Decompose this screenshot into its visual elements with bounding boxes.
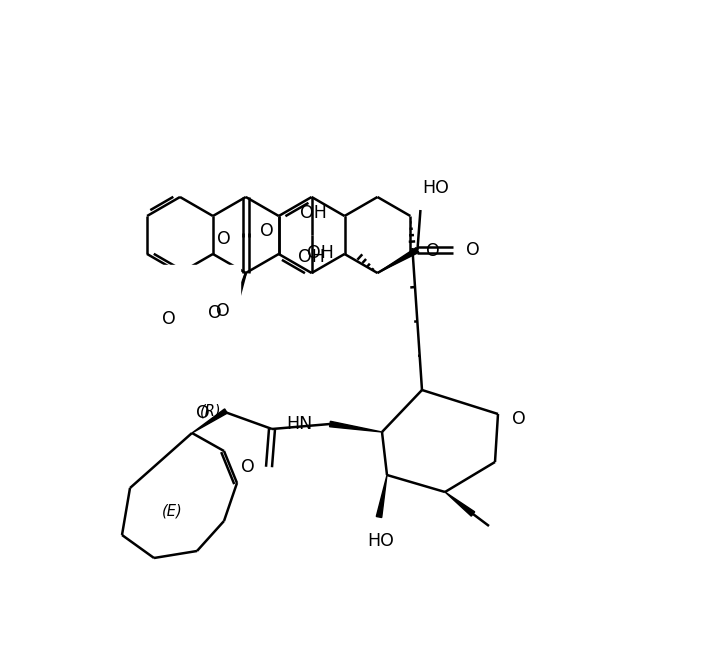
Text: O: O (196, 404, 210, 422)
Text: HO: HO (367, 532, 394, 550)
Text: O: O (216, 302, 230, 320)
Text: O: O (467, 241, 480, 259)
Text: O: O (512, 410, 526, 428)
Polygon shape (330, 421, 382, 432)
Text: OH: OH (306, 244, 333, 262)
Text: O: O (426, 242, 440, 260)
Polygon shape (445, 492, 475, 516)
Text: OH: OH (300, 204, 327, 222)
Text: O: O (208, 304, 222, 322)
Text: HN: HN (286, 415, 312, 433)
Bar (130, 265, 240, 345)
Text: O: O (217, 230, 231, 248)
Text: O: O (259, 222, 274, 240)
Polygon shape (192, 409, 228, 433)
Text: (E): (E) (162, 504, 182, 518)
Polygon shape (377, 248, 419, 273)
Polygon shape (376, 475, 387, 518)
Text: OH: OH (298, 248, 325, 266)
Text: O: O (162, 310, 176, 328)
Text: O: O (241, 458, 255, 476)
Text: HO: HO (423, 179, 450, 197)
Text: (R): (R) (200, 403, 222, 419)
